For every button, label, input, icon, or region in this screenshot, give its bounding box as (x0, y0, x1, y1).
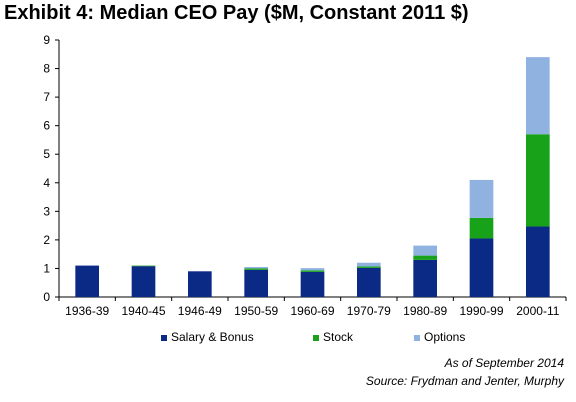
bar-segment (413, 245, 437, 256)
bar-segment (357, 267, 381, 297)
bar-segment (469, 179, 494, 218)
bar-segment (357, 266, 381, 268)
x-tick-label: 1940-45 (121, 304, 165, 318)
bar-segment (244, 268, 268, 270)
bar-segment (300, 271, 325, 297)
bar-segment (469, 238, 494, 297)
x-tick-label: 1950-59 (234, 304, 278, 318)
legend-swatch (414, 335, 420, 341)
bar-segment (300, 268, 325, 271)
y-tick-label: 0 (43, 290, 50, 304)
bar-segment (526, 226, 550, 297)
bar-segment (188, 271, 212, 297)
y-tick-label: 6 (43, 119, 50, 133)
bar-segment (357, 262, 381, 267)
y-tick-label: 7 (43, 90, 50, 104)
x-tick-label: 1980-89 (403, 304, 447, 318)
legend-label: Salary & Bonus (171, 330, 254, 344)
x-tick-label: 1936-39 (65, 304, 109, 318)
y-tick-label: 3 (43, 204, 50, 218)
bar-segment (300, 270, 325, 272)
y-tick-label: 8 (43, 62, 50, 76)
bar-layer (75, 57, 550, 297)
bar-segment (131, 265, 156, 267)
bar-segment (469, 217, 494, 239)
legend-label: Options (424, 330, 465, 344)
bar-segment (244, 269, 268, 297)
legend-swatch (313, 335, 319, 341)
y-tick-label: 4 (43, 176, 50, 190)
bar-segment (526, 134, 550, 227)
bar-segment (244, 267, 268, 269)
legend: Salary & Bonus Stock Options (161, 330, 465, 344)
x-tick-label: 1960-69 (290, 304, 334, 318)
legend-label: Stock (323, 330, 354, 344)
chart-title: Exhibit 4: Median CEO Pay ($M, Constant … (4, 2, 469, 24)
x-tick-label: 1970-79 (347, 304, 391, 318)
legend-swatch (161, 335, 167, 341)
bar-segment (413, 259, 437, 297)
x-tick-label: 2000-11 (516, 304, 559, 318)
x-tick-label: 1990-99 (459, 304, 503, 318)
y-tick-label: 1 (43, 261, 50, 275)
date-note: As of September 2014 (444, 356, 564, 370)
bar-segment (526, 57, 550, 135)
y-tick-label: 9 (43, 33, 50, 47)
bar-segment (413, 255, 437, 260)
y-tick-label: 2 (43, 233, 50, 247)
axis-layer: 0 1 2 3 4 5 6 7 8 9 1936-39 1940-45 1946-49 1950-59 19… (43, 33, 567, 318)
y-tick-label: 5 (43, 147, 50, 161)
bar-segment (75, 265, 99, 297)
bar-segment (131, 266, 156, 297)
x-tick-label: 1946-49 (178, 304, 222, 318)
source-note: Source: Frydman and Jenter, Murphy (365, 374, 564, 388)
